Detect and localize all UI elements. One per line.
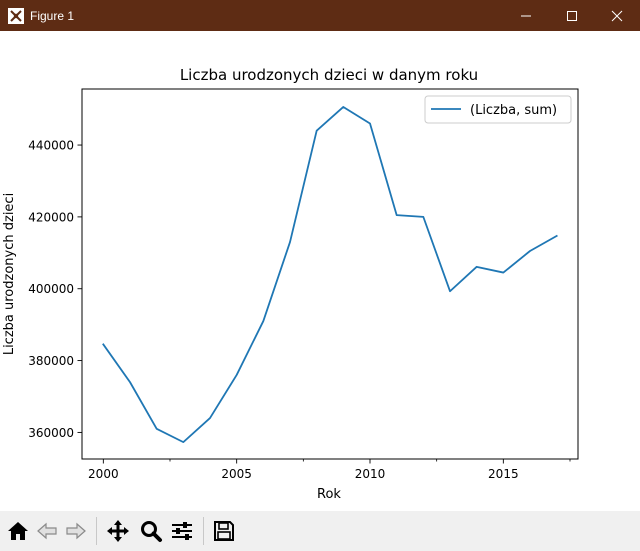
pan-icon: [107, 520, 129, 542]
configure-subplots-icon: [172, 522, 192, 540]
save-button[interactable]: [210, 517, 238, 545]
x-axis-ticks: 2000 2005 2010 2015: [88, 459, 571, 481]
back-button[interactable]: [33, 517, 61, 545]
y-tick-label: 380000: [28, 354, 74, 368]
x-tick-label: 2005: [221, 467, 252, 481]
y-tick-label: 400000: [28, 282, 74, 296]
figure-canvas[interactable]: Liczba urodzonych dzieci w danym roku Ro…: [0, 31, 640, 511]
x-tick-label: 2010: [355, 467, 386, 481]
app-icon: [8, 8, 24, 24]
home-button[interactable]: [4, 517, 32, 545]
maximize-icon: [567, 10, 577, 21]
y-tick-label: 360000: [28, 426, 74, 440]
forward-icon: [66, 522, 86, 540]
toolbar-separator: [203, 517, 204, 545]
window-title: Figure 1: [30, 9, 75, 23]
close-button[interactable]: [594, 0, 640, 31]
zoom-icon: [141, 521, 162, 542]
pan-button[interactable]: [104, 517, 132, 545]
series-lines: [102, 106, 558, 444]
toolbar-separator: [96, 517, 97, 545]
configure-subplots-button[interactable]: [168, 517, 196, 545]
legend: (Liczba, sum): [424, 95, 572, 124]
maximize-button[interactable]: [549, 0, 595, 31]
save-icon: [214, 521, 234, 541]
x-tick-label: 2000: [88, 467, 119, 481]
legend-label: (Liczba, sum): [470, 103, 557, 118]
minimize-button[interactable]: [503, 0, 549, 31]
y-tick-label: 420000: [28, 210, 74, 224]
forward-button[interactable]: [62, 517, 90, 545]
y-axis-label: Liczba urodzonych dzieci: [2, 193, 17, 355]
zoom-button[interactable]: [137, 517, 165, 545]
home-icon: [8, 522, 28, 540]
back-icon: [37, 522, 57, 540]
plot-area: [81, 88, 579, 460]
chart-title: Liczba urodzonych dzieci w danym roku: [180, 66, 478, 84]
x-axis-label: Rok: [317, 487, 341, 502]
y-tick-label: 440000: [28, 139, 74, 153]
series-line: [102, 106, 558, 444]
close-icon: [611, 10, 623, 21]
navigation-toolbar: [0, 511, 640, 551]
line-chart: Liczba urodzonych dzieci w danym roku Ro…: [2, 66, 579, 502]
x-tick-label: 2015: [488, 467, 519, 481]
minimize-icon: [521, 15, 531, 16]
window-titlebar: Figure 1: [0, 0, 640, 31]
y-axis-ticks: 360000 380000 400000 420000 440000: [28, 139, 82, 440]
legend-box: [424, 95, 572, 124]
